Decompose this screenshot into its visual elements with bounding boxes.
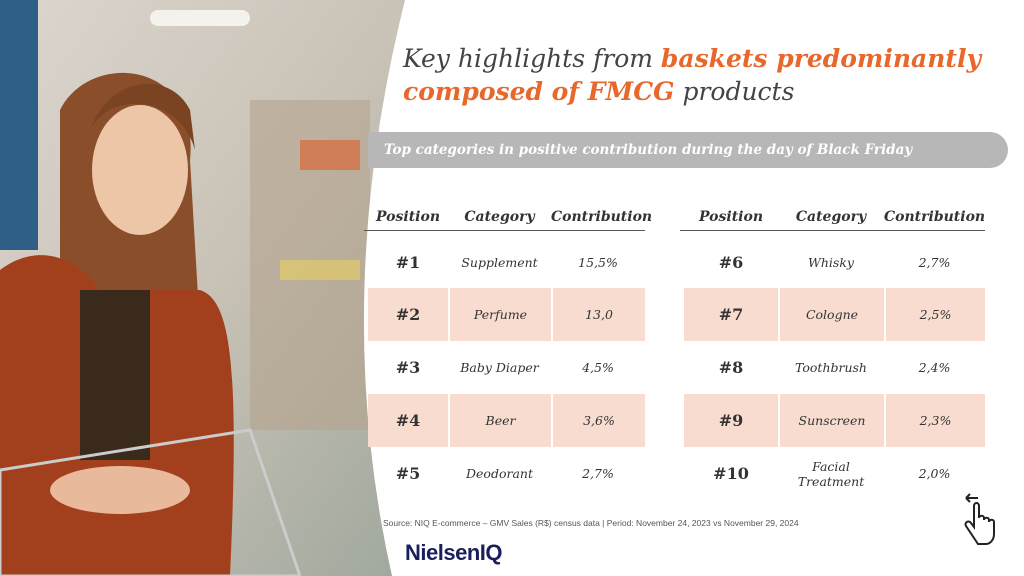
hand-icon — [964, 493, 995, 545]
category-cell: Facial Treatment — [797, 458, 865, 489]
position-cell: #6 — [718, 253, 744, 272]
contribution-cell: 2,3% — [884, 394, 985, 447]
header-rule — [680, 230, 985, 231]
category-cell: Toothbrush — [795, 360, 867, 375]
title-highlight: composed of FMCG — [403, 77, 675, 106]
position-cell: #5 — [395, 464, 421, 483]
position-cell: #3 — [395, 358, 421, 377]
contribution-cell: 15,5% — [578, 255, 618, 270]
contribution-cell: 2,7% — [918, 255, 951, 270]
column-header: Category — [464, 209, 535, 225]
category-cell: Deodorant — [466, 466, 533, 481]
contribution-cell: 2,7% — [582, 466, 614, 481]
header-rule — [364, 230, 645, 231]
title-text: products — [682, 77, 795, 106]
logo: NielsenIQ — [405, 540, 502, 565]
contribution-cell: 2,4% — [918, 360, 951, 375]
title-line-2: composed of FMCG products — [403, 77, 794, 106]
contribution-cell: 3,6% — [551, 394, 645, 447]
position-cell: #9 — [684, 394, 778, 447]
category-cell: Cologne — [778, 288, 884, 341]
category-cell: Whisky — [808, 255, 854, 270]
title-text: Key highlights from — [403, 44, 653, 73]
source: Source: NIQ E-commerce – GMV Sales (R$) … — [383, 518, 799, 528]
category-cell: Beer — [448, 394, 551, 447]
category-cell: Sunscreen — [778, 394, 884, 447]
column-header: Position — [699, 209, 763, 225]
banner: Top categories in positive contribution … — [368, 132, 1008, 168]
category-cell: Supplement — [461, 255, 538, 270]
position-cell: #4 — [368, 394, 448, 447]
column-header: Position — [376, 209, 440, 225]
position-cell: #10 — [713, 464, 749, 483]
contribution-cell: 2,0% — [918, 466, 951, 481]
contribution-cell: 2,5% — [884, 288, 985, 341]
photo — [0, 0, 420, 576]
position-cell: #7 — [684, 288, 778, 341]
column-header: Category — [795, 209, 867, 225]
position-cell: #2 — [368, 288, 448, 341]
contribution-cell: 4,5% — [582, 360, 614, 375]
category-cell: Baby Diaper — [460, 360, 539, 375]
column-header: Contribution — [551, 209, 653, 225]
contribution-cell: 13,0 — [551, 288, 645, 341]
position-cell: #8 — [718, 358, 744, 377]
position-cell: #1 — [395, 253, 421, 272]
category-cell: Perfume — [448, 288, 551, 341]
title-line-1: Key highlights from baskets predominantl… — [403, 44, 981, 73]
column-header: Contribution — [884, 209, 986, 225]
title-highlight: baskets predominantly — [660, 44, 981, 73]
